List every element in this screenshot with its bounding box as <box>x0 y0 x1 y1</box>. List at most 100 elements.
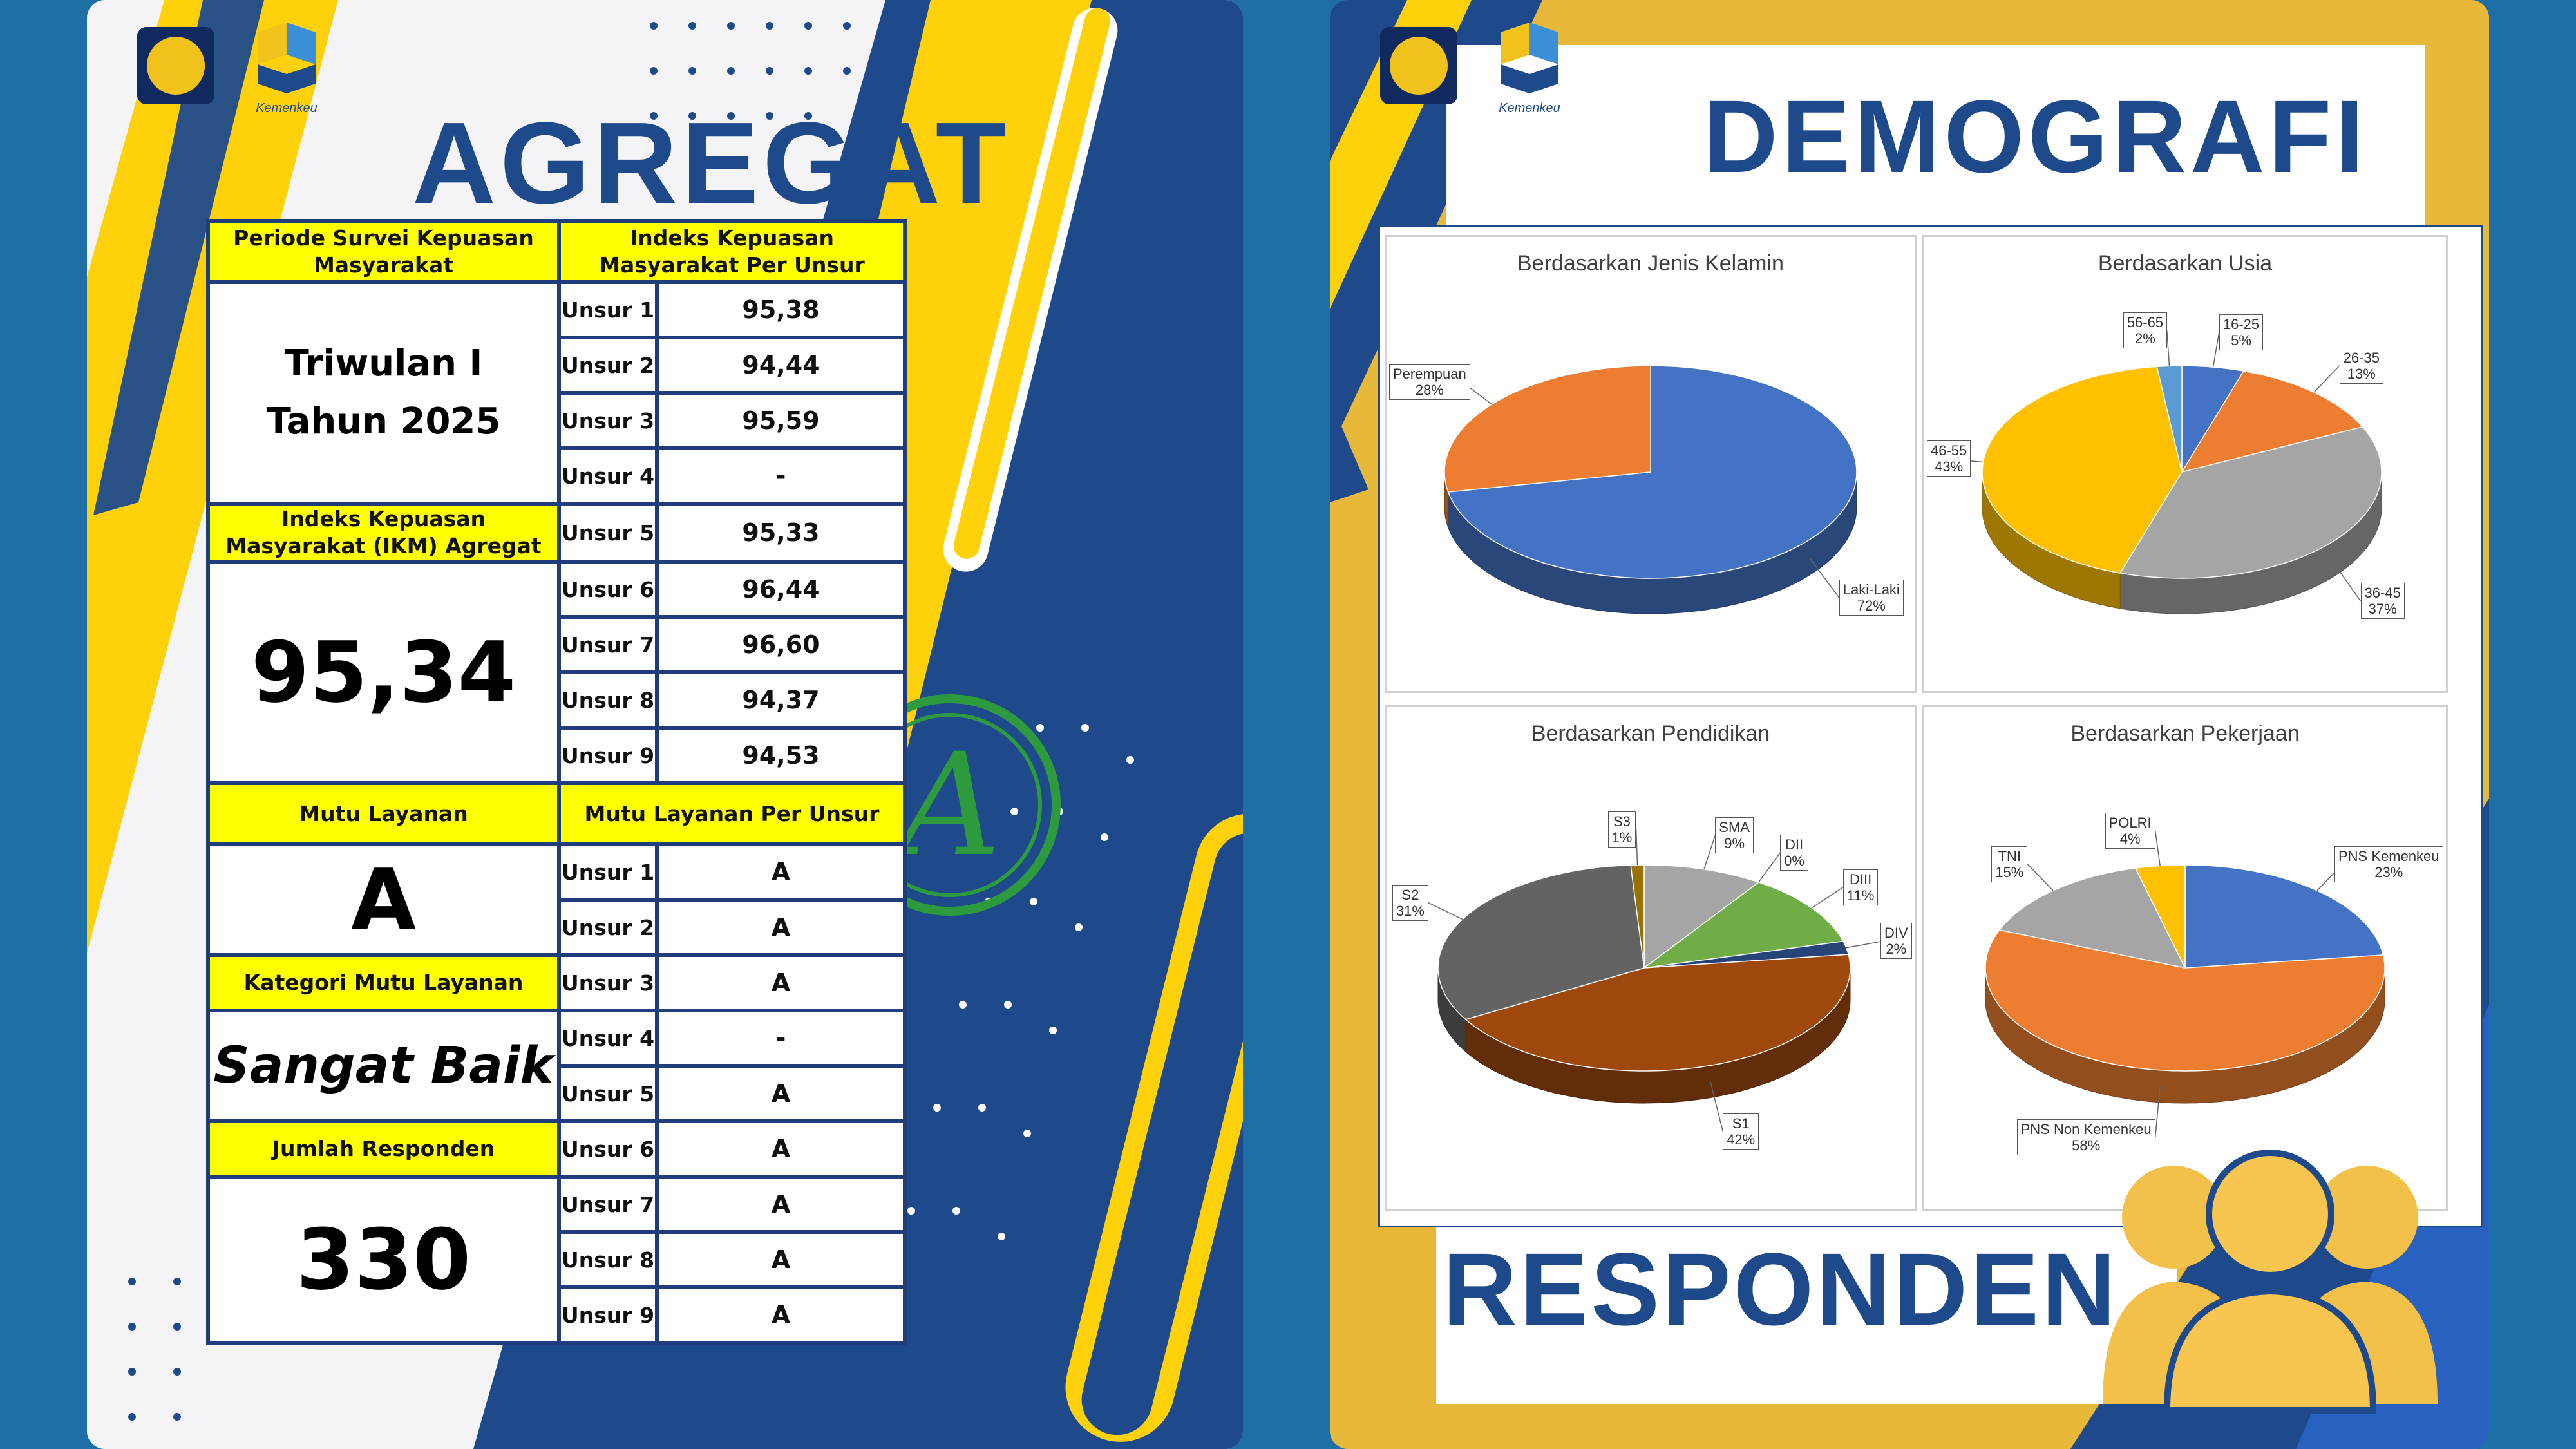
pie-data-label: DIII 11% <box>1842 869 1879 905</box>
unsur-label: Unsur 3 <box>557 391 659 450</box>
ikm-value: 95,34 <box>206 560 561 785</box>
page-title: AGREGAT <box>412 99 1010 228</box>
pie-data-label: 16-25 5% <box>2219 314 2264 350</box>
stamp-letter: A <box>898 723 1001 887</box>
unsur-value: 95,33 <box>655 502 907 564</box>
pie-leader-line <box>2154 1086 2161 1138</box>
unsur-label: Unsur 3 <box>557 953 659 1012</box>
pie-data-label: Perempuan 28% <box>1389 363 1470 400</box>
header-ikm: Indeks Kepuasan Masyarakat (IKM) Agregat <box>206 502 561 564</box>
kemenkeu-emblem-logo <box>1380 27 1457 104</box>
logo-caption: Kemenkeu <box>256 101 317 115</box>
pie-leader-line <box>2166 330 2170 366</box>
kemenkeu-cu-logo: Kemenkeu <box>1491 19 1568 116</box>
pie-chart-pekerjaan <box>1985 830 2385 1138</box>
unsur-label: Unsur 7 <box>557 615 659 674</box>
pie-slice <box>1985 929 2385 1072</box>
unsur-label: Unsur 9 <box>557 726 659 785</box>
mutu-unsur-value: A <box>655 1064 907 1123</box>
jumlah-value: 330 <box>206 1175 561 1345</box>
unsur-value: 95,59 <box>655 391 907 450</box>
unsur-label: Unsur 2 <box>557 898 659 957</box>
unsur-value: - <box>655 446 907 506</box>
people-group-icon <box>2103 1150 2438 1414</box>
chart-usia: Berdasarkan Usia 16-25 5% 26-35 13% 36-45 37%… <box>1922 235 2448 693</box>
pie-slice <box>2134 864 2186 969</box>
pie-data-label: PNS Non Kemenkeu 58% <box>2016 1119 2155 1156</box>
unsur-label: Unsur 5 <box>557 502 659 564</box>
chart-title: Berdasarkan Jenis Kelamin <box>1517 251 1784 276</box>
periode-line-1: Triwulan I <box>284 343 483 384</box>
pie-data-label: 36-45 37% <box>2360 583 2405 620</box>
header-mutu-per-unsur: Mutu Layanan Per Unsur <box>557 781 907 846</box>
unsur-value: 96,60 <box>655 615 907 674</box>
mutu-unsur-value: A <box>655 1119 907 1179</box>
unsur-label: Unsur 4 <box>557 446 659 506</box>
pie-data-label: POLRI 4% <box>2105 812 2155 849</box>
unsur-label: Unsur 7 <box>557 1175 659 1234</box>
pie-leader-line <box>1635 829 1638 866</box>
periode-cell: Triwulan I Tahun 2025 <box>206 280 561 506</box>
dot-pattern-top <box>650 22 851 120</box>
pie-slice <box>2181 370 2363 473</box>
unsur-label: Unsur 2 <box>557 336 659 395</box>
page-subtitle: RESPONDEN <box>1443 1231 2119 1347</box>
chart-jenis-kelamin: Berdasarkan Jenis Kelamin Laki-Laki 72% Pe… <box>1385 235 1917 693</box>
header-jumlah: Jumlah Responden <box>206 1119 561 1179</box>
pie-slice <box>1437 864 1645 1020</box>
pie-data-label: S3 1% <box>1607 811 1636 848</box>
mutu-unsur-value: - <box>655 1009 907 1068</box>
chart-pekerjaan: Berdasarkan Pekerjaan PNS Kemenkeu 23% PNS… <box>1922 705 2448 1211</box>
pie-chart-jenis-kelamin <box>1444 365 1857 614</box>
pie-slice <box>1998 867 2186 969</box>
unsur-label: Unsur 8 <box>557 670 659 730</box>
pie-slice <box>1464 954 1851 1072</box>
pie-chart-usia <box>1944 330 2382 614</box>
mutu-unsur-value: A <box>655 898 907 957</box>
unsur-value: 95,38 <box>655 280 907 339</box>
pie-leader-line <box>1811 887 1844 909</box>
unsur-label: Unsur 5 <box>557 1064 659 1123</box>
chart-pendidikan: Berdasarkan Pendidikan SMA 9% DII 0% DIII 11%… <box>1385 705 1917 1211</box>
header-mutu: Mutu Layanan <box>206 781 561 846</box>
pie-data-label: S1 42% <box>1723 1113 1759 1150</box>
mutu-unsur-value: A <box>655 1175 907 1234</box>
unsur-value: 94,44 <box>655 336 907 395</box>
pie-slice <box>2119 426 2382 579</box>
pie-data-label: S2 31% <box>1392 884 1428 921</box>
mutu-unsur-value: A <box>655 953 907 1012</box>
pie-leader-line <box>2027 864 2054 891</box>
pie-data-label: 46-55 43% <box>1927 440 1971 477</box>
pie-slice <box>2184 864 2384 969</box>
chart-title: Berdasarkan Pekerjaan <box>2070 721 2300 746</box>
pie-data-label: 56-65 2% <box>2123 312 2168 349</box>
logo-caption: Kemenkeu <box>1499 101 1560 115</box>
kategori-value: Sangat Baik <box>206 1009 561 1123</box>
header-indeks-per-unsur: Indeks Kepuasan Masyarakat Per Unsur <box>557 219 907 284</box>
pie-data-label: PNS Kemenkeu 23% <box>2334 846 2443 882</box>
pie-slice <box>1642 882 1844 969</box>
header-periode: Periode Survei Kepuasan Masyarakat <box>206 219 561 284</box>
mutu-unsur-value: A <box>655 1285 907 1345</box>
chart-title: Berdasarkan Pendidikan <box>1531 721 1770 746</box>
pie-data-label: DIV 2% <box>1880 923 1912 960</box>
pie-slice <box>1444 365 1651 493</box>
pie-leader-line <box>2313 365 2340 393</box>
pie-slice <box>1630 864 1645 969</box>
pie-data-label: Laki-Laki 72% <box>1839 580 1904 616</box>
pie-leader-line <box>1758 852 1781 883</box>
unsur-value: 96,44 <box>655 560 907 619</box>
pie-data-label: TNI 15% <box>1991 846 2028 882</box>
pie-leader-line <box>1703 835 1716 870</box>
chart-title: Berdasarkan Usia <box>2098 251 2273 276</box>
dot-pattern-bottom-left <box>128 1278 181 1421</box>
pie-slice <box>1643 864 1760 969</box>
pie-slice <box>1982 366 2183 574</box>
mutu-unsur-value: A <box>655 1230 907 1289</box>
pie-leader-line <box>1808 557 1840 598</box>
pie-leader-line <box>1710 1081 1723 1132</box>
unsur-value: 94,37 <box>655 670 907 730</box>
unsur-label: Unsur 8 <box>557 1230 659 1289</box>
unsur-value: 94,53 <box>655 726 907 785</box>
unsur-label: Unsur 9 <box>557 1285 659 1345</box>
